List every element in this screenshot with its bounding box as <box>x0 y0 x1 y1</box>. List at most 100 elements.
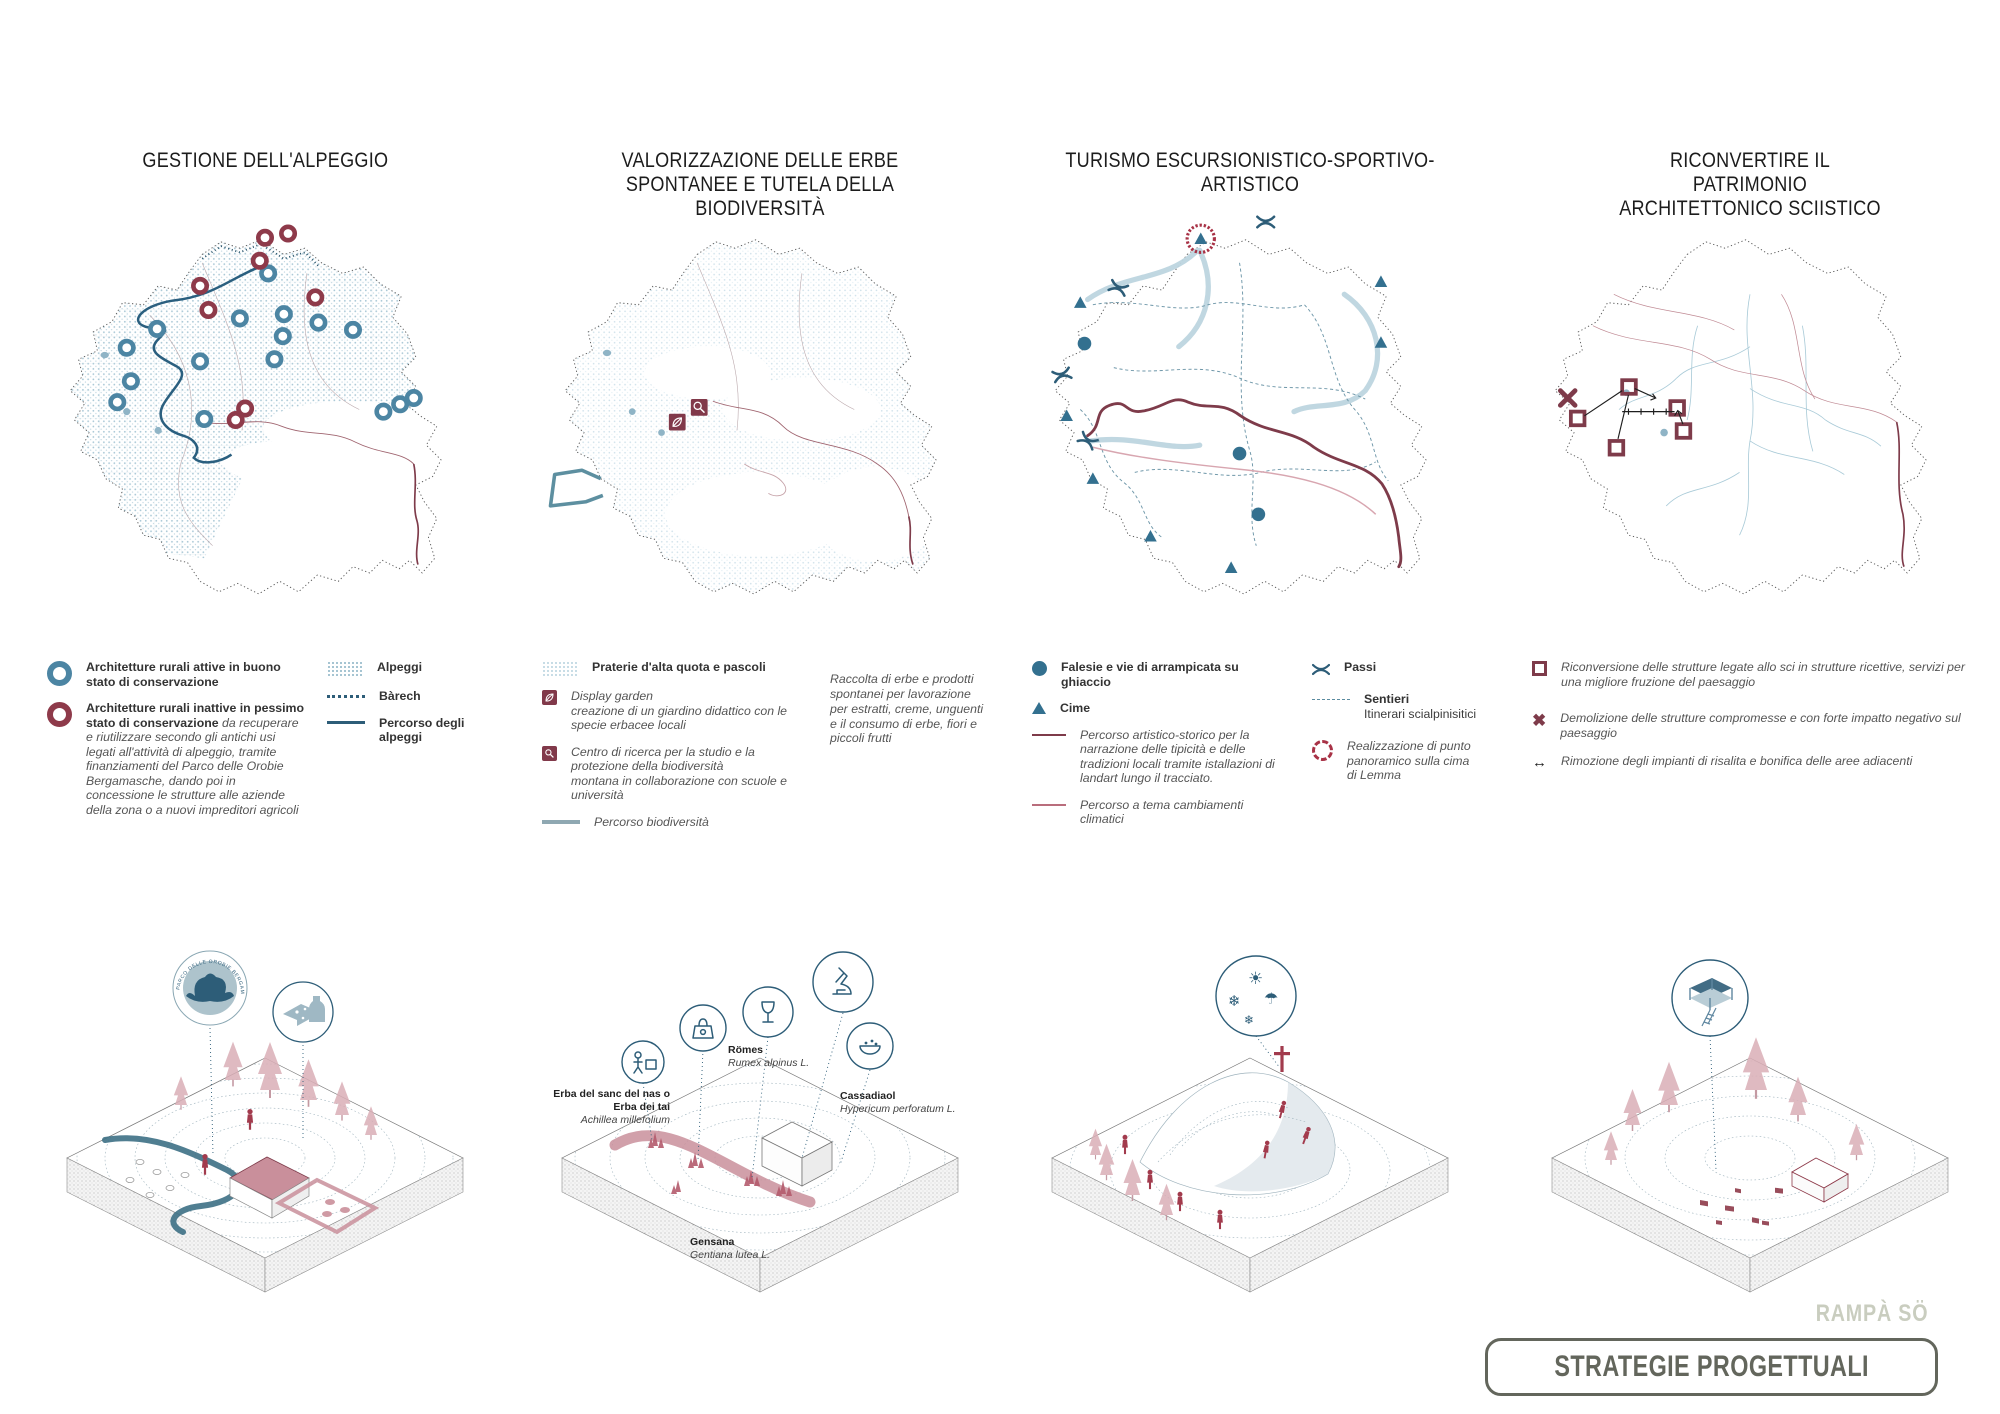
iso-svg-patrimonio <box>1551 959 1949 1293</box>
stamp-label: STRATEGIE PROGETTUALI <box>1554 1350 1869 1383</box>
legend-detail: Realizzazione di punto panoramico sulla … <box>1347 739 1471 782</box>
iso-svg-alpeggio: PARCO DELLE OROBIE BERGAMASCHE <box>66 950 464 1293</box>
rimozione-impianti-lines <box>1584 388 1684 439</box>
legend-item: Riconversione delle strutture legate all… <box>1532 660 1978 689</box>
main-building <box>1791 1157 1849 1203</box>
weather-icon-circle: ☀ ☂ ❄ ❄ <box>1215 955 1297 1037</box>
harvest-note: Raccolta di erbe e prodotti spontanei pe… <box>830 672 984 746</box>
legend-patrimonio: Riconversione delle strutture legate all… <box>1520 660 1980 910</box>
map-svg-patrimonio <box>1554 239 1927 595</box>
leaf-icon <box>545 693 554 702</box>
food-bowl-icon-circle <box>846 1022 894 1070</box>
board-stamp: STRATEGIE PROGETTUALI <box>1484 1338 1938 1396</box>
active-architecture-markers <box>108 264 423 428</box>
parco-orobie-logo: PARCO DELLE OROBIE BERGAMASCHE <box>172 950 248 1026</box>
mountain <box>1139 1046 1336 1196</box>
iso-svg-erbe <box>561 951 959 1293</box>
demolizione-icon: ✖ <box>1532 711 1547 730</box>
falesie-icon <box>1032 661 1047 676</box>
lake <box>100 351 109 359</box>
legend-label: Percorso degli alpeggi <box>379 715 465 745</box>
legend-item: Centro di ricerca per la studio e la pro… <box>542 745 800 803</box>
legend-item: Display garden creazione di un giardino … <box>542 689 800 733</box>
legend-detail: da recuperare e riutilizzare secondo gli… <box>86 715 299 817</box>
itinerari-scialpinistici <box>1085 247 1381 450</box>
project-watermark: RAMPÀ SÖ <box>1815 1300 1928 1327</box>
inactive-ring-icon <box>47 702 72 727</box>
falesie-markers <box>1077 336 1266 522</box>
percorso-artistico-icon <box>1032 733 1066 737</box>
display-garden-marker <box>668 413 686 431</box>
research-center-box <box>542 745 557 761</box>
column-title: VALORIZZAZIONE DELLE ERBE SPONTANEE E TU… <box>621 148 899 221</box>
magnifier-icon <box>693 401 702 411</box>
iso-alpeggio: PARCO DELLE OROBIE BERGAMASCHE <box>45 940 485 1360</box>
plant-label: Römes Rumex alpinus L. <box>728 1044 810 1070</box>
legend-label: Architetture rurali inattive in pessimo … <box>86 701 304 730</box>
legend-detail: Demolizione delle strutture compromesse … <box>1560 711 1961 740</box>
valley-red-path <box>412 463 420 565</box>
wine-glass-icon-circle <box>742 986 794 1038</box>
legend-item: Cime <box>1032 701 1290 716</box>
sun-icon: ☀ <box>1248 969 1263 989</box>
plant-label: Gensana Gentiana lutea L. <box>690 1236 770 1262</box>
legend-label: Praterie d'alta quota e pascoli <box>592 660 766 674</box>
legend-item: Sentieri Itinerari scialpinisitici <box>1312 692 1480 721</box>
leaf-icon <box>672 417 683 427</box>
stream-network <box>1618 294 1882 536</box>
legend-label: Bàrech <box>379 689 421 703</box>
active-ring-icon <box>47 661 72 686</box>
legend-label: Passi <box>1344 660 1377 674</box>
legend-item: Realizzazione di punto panoramico sulla … <box>1312 739 1480 783</box>
plant-label: Erba del sanc del nas o Erba dei tai Achi… <box>553 1088 670 1127</box>
summit-cross <box>1274 1046 1290 1072</box>
legend-item: Percorso degli alpeggi <box>327 716 495 745</box>
grouse-bird-icon <box>186 973 234 1002</box>
map-patrimonio <box>1530 195 1970 645</box>
animal-pen <box>274 1177 380 1235</box>
legend-label: Alpeggi <box>377 660 423 674</box>
snow-slope <box>1214 1082 1335 1192</box>
legend-item: Architetture rurali attive in buono stat… <box>47 660 305 689</box>
legend-item: ↔ Rimozione degli impianti di risalita e… <box>1532 754 1978 770</box>
barech-line-icon <box>327 695 365 698</box>
legend-item: Praterie d'alta quota e pascoli <box>542 660 800 677</box>
legend-label: Sentieri <box>1364 692 1410 706</box>
legend-detail: Percorso artistico-storico per la narraz… <box>1080 727 1275 786</box>
legend-item: ✖ Demolizione delle strutture compromess… <box>1532 711 1978 740</box>
sentieri-icon <box>1312 699 1350 700</box>
iso-erbe: Erba del sanc del nas o Erba dei tai Achi… <box>540 940 980 1360</box>
rimozione-icon: ↔ <box>1532 754 1547 771</box>
dairy-products-icon <box>272 981 334 1043</box>
display-garden-box <box>542 690 557 705</box>
riconversione-markers <box>1568 378 1693 457</box>
legend-label: Cime <box>1060 701 1091 715</box>
territory-outline <box>1554 239 1927 595</box>
sheep <box>125 1158 190 1198</box>
snowflake-icon: ❄ <box>1228 992 1241 1010</box>
map-turismo <box>1030 195 1470 645</box>
reconverted-platform-icon-circle <box>1671 959 1749 1037</box>
demolizione-marker <box>1557 388 1578 408</box>
column-title: TURISMO ESCURSIONISTICO-SPORTIVO-ARTISTI… <box>1065 148 1435 197</box>
map-erbe-spontanee <box>540 195 980 645</box>
map-svg-turismo <box>1051 215 1427 595</box>
research-building <box>761 1121 833 1187</box>
column-gestione-alpeggio: GESTIONE DELL'ALPEGGIO <box>35 0 495 1414</box>
legend-item: Falesie e vie di arrampicata su ghiaccio <box>1032 660 1290 689</box>
riconversione-icon <box>1532 661 1547 676</box>
small-marker <box>123 408 131 416</box>
platform-structure-icon <box>1689 978 1733 1027</box>
microscope-icon-circle <box>812 951 874 1013</box>
punto-panoramico-marker <box>1185 223 1216 254</box>
herbalist-icon-circle <box>621 1040 665 1084</box>
plant-label: Cassadiaol Hypericum perforatum L. <box>840 1090 956 1116</box>
legend-label: Falesie e vie di arrampicata su ghiaccio <box>1061 660 1239 689</box>
snowflake-icon: ❄ <box>1244 1013 1254 1027</box>
percorso-climatico-icon <box>1032 803 1066 807</box>
percorso-line-icon <box>327 720 365 724</box>
praterie-area <box>565 239 936 594</box>
legend-item: Percorso a tema cambiamenti climatici <box>1032 798 1290 827</box>
iso-turismo: ☀ ☂ ❄ ❄ <box>1030 940 1470 1360</box>
